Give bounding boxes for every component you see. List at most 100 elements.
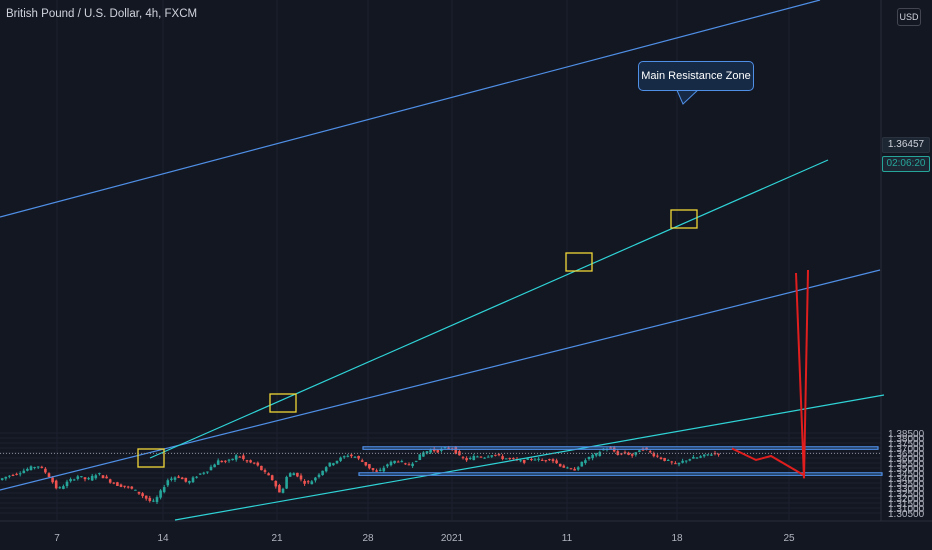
currency-button[interactable]: USD <box>897 8 921 26</box>
candle-body <box>76 476 80 479</box>
candle-body <box>162 487 166 493</box>
candle-body <box>566 467 569 469</box>
y-tick-label: 1.33500 <box>888 479 925 490</box>
candle-body <box>371 467 375 470</box>
candle-body <box>314 477 317 481</box>
candle-body <box>15 473 18 475</box>
x-tick-label: 7 <box>54 533 60 544</box>
candle-body <box>278 485 281 493</box>
candle-body <box>242 455 245 460</box>
current-price-tag: 1.36457 <box>882 137 930 153</box>
candle-body <box>436 449 440 453</box>
candle-body <box>224 460 227 462</box>
candle-body <box>231 458 234 461</box>
candle-body <box>407 464 411 466</box>
candle-body <box>177 476 180 478</box>
candle-body <box>166 480 170 486</box>
candle-body <box>684 460 688 462</box>
candle-body <box>195 476 198 478</box>
candle-body <box>540 459 544 461</box>
candle-body <box>191 477 195 483</box>
candle-body <box>677 462 681 465</box>
candle-body <box>29 466 33 471</box>
pivot-highlight-box <box>565 252 593 272</box>
candle-body <box>296 472 299 477</box>
candle-body <box>152 500 155 502</box>
candle-body <box>220 460 224 463</box>
candle-body <box>501 456 504 460</box>
x-tick-label: 28 <box>362 533 374 544</box>
x-tick-label: 11 <box>562 533 573 544</box>
candle-body <box>332 463 335 466</box>
rising-trendline <box>149 159 829 459</box>
candle-body <box>47 473 51 478</box>
candle-body <box>22 470 26 474</box>
candle-body <box>105 476 108 479</box>
candle-body <box>584 460 587 464</box>
y-tick-label: 1.35000 <box>888 464 925 475</box>
candle-body <box>270 475 274 481</box>
candle-body <box>141 493 144 497</box>
candle-body <box>400 461 404 463</box>
y-tick-label: 1.34000 <box>888 474 925 485</box>
y-tick-label: 1.37000 <box>888 444 925 455</box>
candle-body <box>591 454 594 459</box>
x-tick-label: 21 <box>271 533 283 544</box>
candle-body <box>353 456 357 458</box>
candle-body <box>526 458 530 460</box>
candle-body <box>609 447 612 449</box>
candle-body <box>134 489 137 491</box>
candle-body <box>256 462 260 466</box>
candle-body <box>119 484 123 487</box>
candle-body <box>324 467 328 472</box>
candle-body <box>303 480 306 484</box>
channel-upper-line <box>0 0 821 218</box>
candle-body <box>386 464 389 467</box>
candle-body <box>8 475 11 477</box>
candle-body <box>702 454 706 457</box>
candle-body <box>234 455 238 460</box>
candle-body <box>378 469 382 471</box>
candle-body <box>40 466 44 468</box>
candle-body <box>360 460 364 462</box>
candle-body <box>422 452 425 457</box>
candle-body <box>432 448 436 452</box>
candle-body <box>699 456 702 458</box>
candle-body <box>173 477 177 480</box>
y-tick-label: 1.31000 <box>888 504 925 515</box>
candle-body <box>512 458 515 460</box>
candle-body <box>62 486 65 489</box>
y-tick-label: 1.33000 <box>888 484 925 495</box>
resistance-callout[interactable]: Main Resistance Zone <box>638 61 754 91</box>
candle-body <box>137 491 141 494</box>
candle-body <box>522 459 526 463</box>
candle-body <box>573 468 576 471</box>
x-tick-label: 25 <box>783 533 795 544</box>
candle-body <box>537 458 540 460</box>
candle-body <box>663 457 666 461</box>
candle-body <box>170 478 173 480</box>
candle-body <box>83 477 87 480</box>
candle-body <box>659 457 663 460</box>
candle-body <box>263 470 267 472</box>
candle-body <box>126 486 130 488</box>
candle-body <box>533 459 537 461</box>
candle-body <box>216 460 220 465</box>
channel-lower-line <box>0 269 881 491</box>
pivot-highlight-box <box>670 209 698 229</box>
candle-body <box>425 451 429 454</box>
y-tick-label: 1.37500 <box>888 439 925 450</box>
candle-body <box>630 454 634 456</box>
candle-body <box>465 458 468 461</box>
candle-body <box>245 460 249 462</box>
candle-body <box>36 466 40 468</box>
resistance-zone-rect <box>362 446 879 450</box>
candle-body <box>184 477 188 482</box>
candle-body <box>328 462 332 467</box>
candle-body <box>116 482 119 486</box>
candle-body <box>594 453 598 456</box>
candle-body <box>648 451 652 453</box>
candle-body <box>357 456 360 459</box>
